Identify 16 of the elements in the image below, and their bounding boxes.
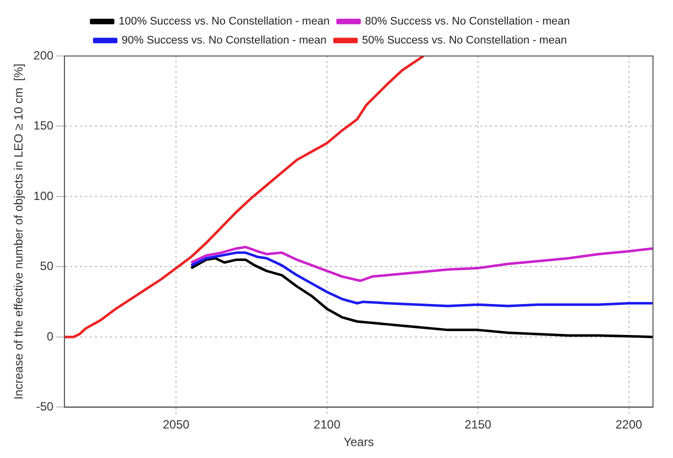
y-tick-label: 0 bbox=[46, 329, 54, 344]
y-tick-label: 150 bbox=[33, 118, 54, 133]
x-tick-label: 2200 bbox=[616, 418, 643, 432]
y-tick-label: 100 bbox=[33, 188, 54, 203]
x-axis-title: Years bbox=[344, 435, 374, 450]
y-tick-label: 50 bbox=[40, 259, 54, 274]
y-axis-title: Increase of the effective number of objects in LEO ≥ 10 cm [%] bbox=[12, 64, 26, 400]
y-tick-label: -50 bbox=[36, 400, 54, 414]
legend-label: 50% Success vs. No Constellation - mean bbox=[362, 34, 567, 47]
legend-label: 80% Success vs. No Constellation - mean bbox=[365, 16, 570, 28]
legend-label: 90% Success vs. No Constellation - mean bbox=[122, 34, 327, 47]
y-tick-label: 200 bbox=[33, 48, 54, 62]
legend-label: 100% Success vs. No Constellation - mean bbox=[118, 16, 330, 28]
x-tick-label: 2100 bbox=[314, 418, 341, 432]
x-tick-label: 2150 bbox=[464, 418, 492, 432]
x-tick-label: 2050 bbox=[162, 418, 190, 432]
